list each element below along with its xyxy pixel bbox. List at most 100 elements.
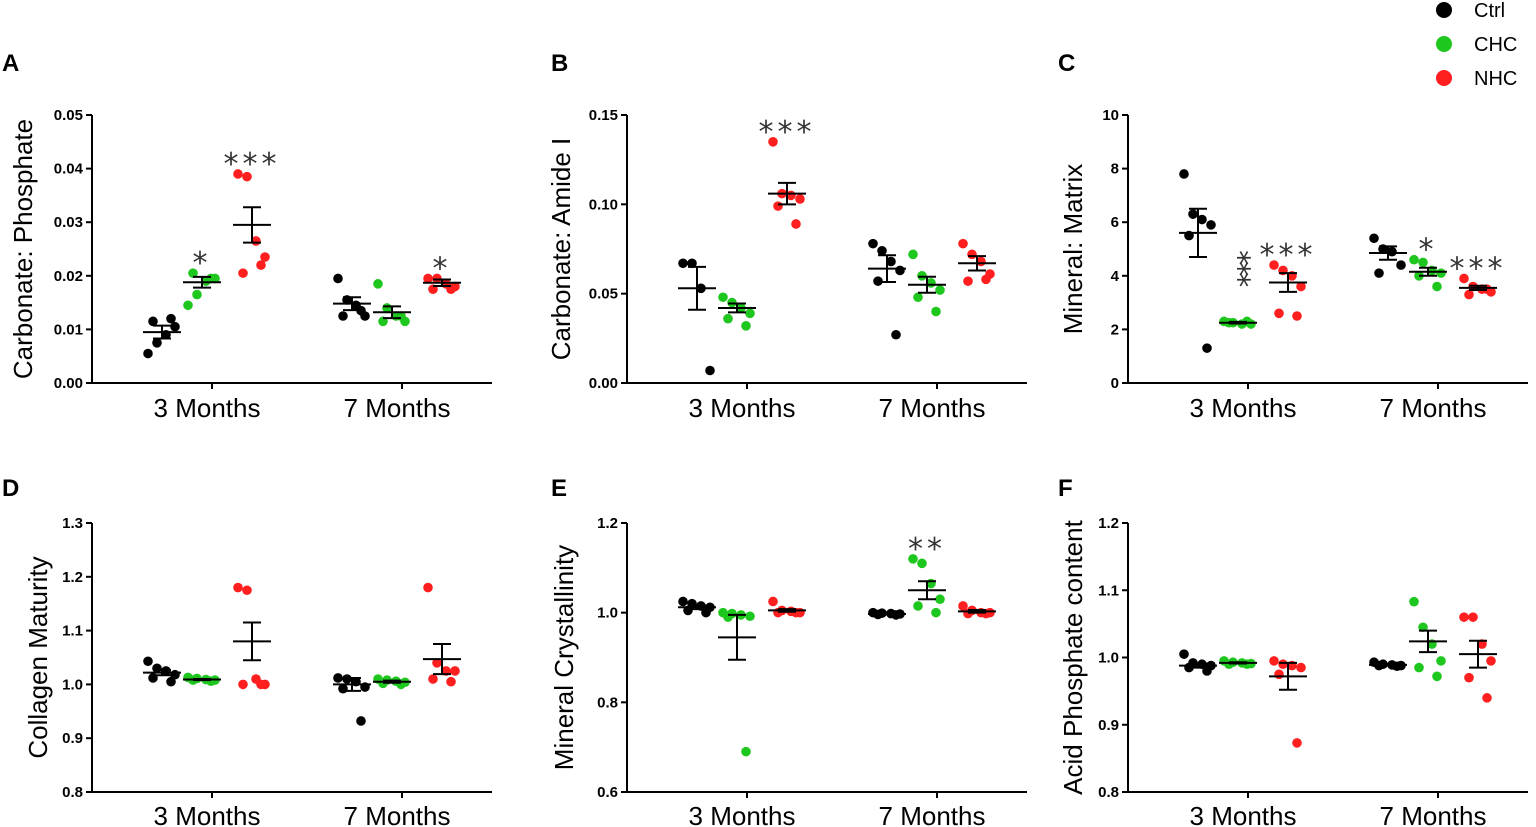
y-tick-label: 1.3: [62, 515, 83, 532]
data-point-ctrl: [886, 256, 896, 267]
x-tick-label: 3 Months: [154, 801, 261, 827]
data-point-nhc: [256, 679, 266, 690]
y-tick-label: 0.05: [589, 286, 618, 303]
data-point-ctrl: [148, 316, 158, 327]
y-tick-label: 1.0: [597, 605, 618, 622]
data-point-nhc: [1464, 672, 1474, 683]
significance-annotation: ***: [1260, 238, 1317, 273]
data-point-nhc: [1274, 308, 1284, 319]
data-point-ctrl: [868, 238, 878, 249]
data-point-nhc: [1292, 738, 1302, 748]
data-point-ctrl: [338, 311, 348, 321]
y-tick-label: 0.03: [54, 214, 83, 231]
data-point-nhc: [795, 194, 805, 204]
y-tick-label: 0.01: [54, 321, 83, 338]
data-point-chc: [935, 594, 945, 605]
panel-letter: B: [551, 50, 568, 77]
data-point-chc: [745, 308, 755, 319]
data-point-chc: [718, 292, 728, 303]
significance-annotation: *: [1419, 233, 1438, 268]
data-point-ctrl: [166, 313, 176, 324]
data-point-chc: [192, 289, 202, 300]
panels: A 0.00 0.01 0.02 0.03 0.04 0.05 Carbonate: Phos…: [2, 50, 1528, 827]
data-point-nhc: [432, 273, 442, 284]
panel-d: D 0.8 0.9 1.0 1.1 1.2 1.3 Collagen Maturity 3 Mo…: [2, 475, 492, 827]
data-point-nhc: [423, 582, 433, 593]
data-point-ctrl: [143, 348, 153, 359]
x-tick-label: 3 Months: [689, 393, 796, 423]
panel-f: F 0.8 0.9 1.0 1.1 1.2 Acid Phosphate content 3 …: [1058, 475, 1528, 827]
data-point-chc: [1436, 656, 1446, 666]
data-point-nhc: [958, 238, 968, 249]
y-tick-label: 0.15: [589, 107, 618, 124]
data-point-ctrl: [356, 716, 366, 726]
data-point-ctrl: [678, 258, 688, 269]
data-point-nhc: [242, 171, 252, 182]
data-point-nhc: [238, 268, 248, 278]
panel-a: A 0.00 0.01 0.02 0.03 0.04 0.05 Carbonate: Phos…: [2, 50, 492, 423]
data-point-nhc: [1459, 273, 1469, 284]
data-point-ctrl: [170, 321, 180, 332]
y-tick-label: 0.8: [1098, 784, 1119, 801]
data-point-chc: [188, 268, 198, 278]
data-point-ctrl: [1374, 268, 1384, 278]
data-point-ctrl: [678, 596, 688, 607]
data-point-chc: [917, 558, 927, 569]
data-point-nhc: [1482, 693, 1492, 703]
y-tick-label: 1.2: [597, 515, 618, 532]
data-point-nhc: [1464, 289, 1474, 300]
y-tick-label: 0.9: [1098, 717, 1119, 734]
data-point-chc: [1414, 662, 1424, 673]
data-point-chc: [741, 321, 751, 331]
panel-letter: E: [551, 475, 567, 502]
data-point-nhc: [768, 137, 778, 147]
data-point-nhc: [981, 274, 991, 285]
data-point-chc: [745, 611, 755, 622]
data-point-nhc: [1269, 656, 1279, 666]
x-tick-label: 7 Months: [1380, 801, 1487, 827]
y-tick-label: 0.8: [62, 784, 83, 801]
data-point-nhc: [1274, 669, 1284, 680]
y-tick-label: 10: [1102, 107, 1119, 124]
data-point-nhc: [1459, 612, 1469, 622]
significance-annotation: ***: [1450, 251, 1507, 286]
data-point-ctrl: [152, 338, 162, 348]
y-axis-label: Carbonate: Phosphate: [8, 119, 38, 379]
x-tick-label: 7 Months: [344, 801, 451, 827]
y-tick-label: 0.00: [589, 375, 618, 392]
data-point-chc: [913, 601, 923, 611]
data-point-chc: [1409, 596, 1419, 607]
x-tick-label: 3 Months: [1190, 801, 1297, 827]
panel-letter: D: [2, 475, 19, 502]
legend-marker-chc: [1436, 36, 1452, 52]
data-point-nhc: [1278, 659, 1288, 670]
data-point-chc: [723, 612, 733, 622]
data-point-ctrl: [1369, 233, 1379, 244]
x-tick-label: 7 Months: [879, 393, 986, 423]
data-point-nhc: [1486, 656, 1496, 666]
data-point-nhc: [233, 582, 243, 593]
x-tick-label: 3 Months: [1190, 393, 1297, 423]
x-tick-label: 7 Months: [344, 393, 451, 423]
data-point-ctrl: [1188, 209, 1198, 219]
data-point-chc: [206, 676, 216, 686]
legend-label-nhc: NHC: [1474, 68, 1517, 90]
data-point-ctrl: [1206, 220, 1216, 230]
panel-letter: C: [1058, 50, 1075, 77]
data-point-chc: [1409, 254, 1419, 265]
y-tick-label: 1.0: [62, 676, 83, 693]
data-point-nhc: [450, 666, 460, 676]
data-point-chc: [931, 607, 941, 618]
y-tick-label: 0.05: [54, 107, 83, 124]
data-point-ctrl: [143, 656, 153, 667]
panel-letter: A: [2, 50, 19, 77]
data-point-chc: [1432, 671, 1442, 682]
y-axis-label: Mineral: Matrix: [1058, 164, 1088, 334]
significance-annotation: ***: [759, 115, 816, 150]
data-point-nhc: [428, 674, 438, 684]
data-point-chc: [183, 300, 193, 311]
data-point-nhc: [1468, 612, 1478, 622]
data-point-ctrl: [705, 365, 715, 376]
data-point-nhc: [238, 679, 248, 690]
